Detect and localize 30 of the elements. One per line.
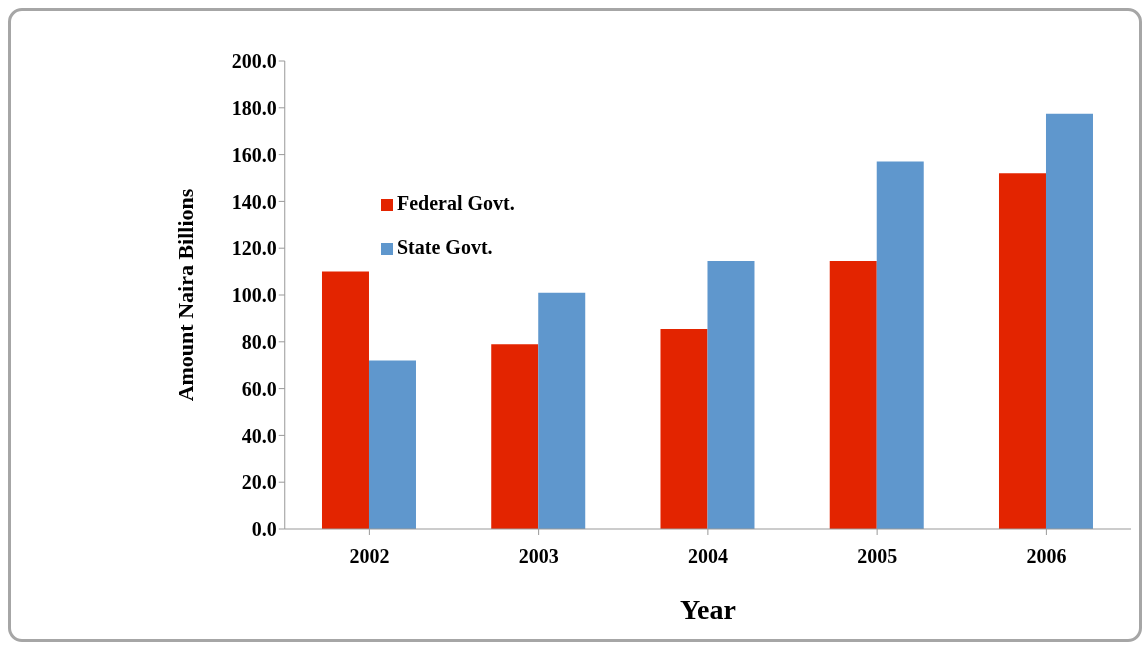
legend-label: State Govt. [397,236,493,258]
bar [1045,113,1093,529]
x-tick-label: 2003 [518,545,559,568]
y-tick-label: 140.0 [231,190,277,213]
y-tick-label: 40.0 [241,424,277,447]
y-tick-label: 200.0 [231,50,277,73]
bar [660,328,708,529]
bar [876,161,924,529]
bar [707,261,755,529]
bar [538,292,586,529]
bar [321,271,369,529]
x-tick-label: 2004 [687,545,728,568]
y-tick-label: 180.0 [231,96,277,119]
y-tick-label: 160.0 [231,143,277,166]
y-tick-label: 0.0 [251,518,277,541]
x-tick-label: 2006 [1026,545,1067,568]
y-axis-title: Amount Naira Billions [172,188,198,402]
bar [491,344,539,529]
x-axis-title: Year [679,594,736,625]
y-tick-label: 80.0 [241,330,277,353]
y-tick-label: 60.0 [241,377,277,400]
x-tick-label: 2002 [349,545,390,568]
x-tick-label: 2005 [857,545,898,568]
bar [998,173,1046,529]
bar [829,261,877,529]
y-tick-label: 120.0 [231,237,277,260]
legend-label: Federal Govt. [397,192,515,214]
y-tick-label: 20.0 [241,471,277,494]
bar [368,360,416,529]
y-tick-label: 100.0 [231,284,277,307]
